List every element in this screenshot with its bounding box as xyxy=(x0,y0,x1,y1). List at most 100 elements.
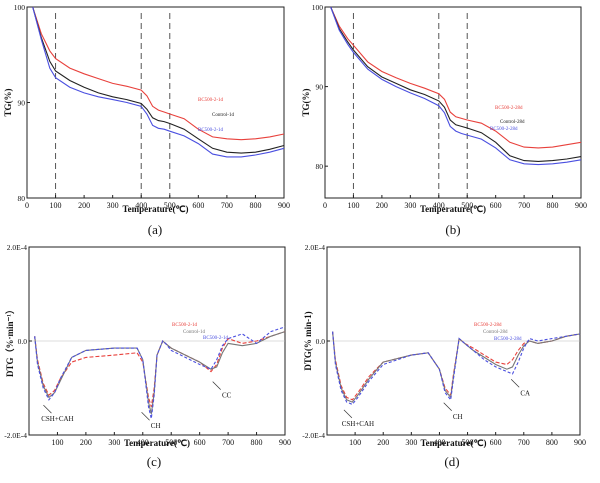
x-tick-label: 400 xyxy=(433,438,445,447)
y-tick-label: -2.0E-4 xyxy=(302,431,325,440)
x-tick-label: 800 xyxy=(547,201,559,210)
x-tick-label: 200 xyxy=(78,201,90,210)
x-tick-label: 700 xyxy=(222,438,234,447)
x-tick-label: 700 xyxy=(518,201,530,210)
legend-entry-2: Control-1d xyxy=(212,113,234,118)
legend-entry-1: BC500-2-28d xyxy=(495,106,523,111)
x-tick-label: 100 xyxy=(347,201,359,210)
chart-panel-b: 0 100 200 300 400 500 600 700 800 900 80 90 100 Tempe… xyxy=(301,3,587,237)
series-line-3 xyxy=(332,331,581,406)
series-line-1 xyxy=(332,331,581,401)
series-line-3 xyxy=(330,6,582,166)
y-axis-title: DTG（%·min⁻¹） xyxy=(5,305,15,377)
x-tick-label: 400 xyxy=(135,201,147,210)
y-tick-label: 80 xyxy=(316,162,324,171)
x-tick-label: 500 xyxy=(462,438,474,447)
x-tick-label: 300 xyxy=(107,201,119,210)
x-tick-label: 200 xyxy=(377,438,389,447)
legend-entry-2: Control-28d xyxy=(500,120,525,125)
annotation-arrow xyxy=(443,402,452,412)
panel-caption-c: (c) xyxy=(147,454,161,469)
y-tick-label: 100 xyxy=(14,3,26,12)
annotation-arrow xyxy=(510,379,520,388)
x-tick-label: 100 xyxy=(349,438,361,447)
x-tick-label: 500 xyxy=(461,201,473,210)
x-tick-label: 500 xyxy=(165,438,177,447)
y-tick-label: 90 xyxy=(18,99,26,108)
plot-frame xyxy=(324,6,582,199)
x-tick-label: 700 xyxy=(221,201,233,210)
legend-entry-3: BC500-2-1d xyxy=(203,336,229,341)
series-line-1 xyxy=(330,6,582,149)
series-line-3 xyxy=(34,326,286,419)
x-tick-label: 900 xyxy=(575,201,587,210)
x-tick-label: 800 xyxy=(546,438,558,447)
chart-panel-d: 100 200 300 400 500 600 700 800 900 -2.0E-4 0.0 2.0… xyxy=(302,243,586,469)
x-tick-label: 900 xyxy=(574,438,586,447)
x-tick-label: 800 xyxy=(251,438,263,447)
panel-caption-b: (b) xyxy=(445,222,460,237)
panel-caption-a: (a) xyxy=(148,222,162,237)
chart-panel-a: 0 100 200 300 400 500 600 700 800 900 80 90 100 Tempe… xyxy=(3,3,290,237)
x-tick-label: 100 xyxy=(51,438,63,447)
series-line-1 xyxy=(32,6,285,141)
legend-entry-2: Control-28d xyxy=(483,330,508,335)
legend-entry-3: BC500-2-1d xyxy=(198,128,224,133)
series-line-3 xyxy=(32,6,285,158)
x-tick-label: 300 xyxy=(108,438,120,447)
x-tick-label: 200 xyxy=(80,438,92,447)
y-tick-label: 0.0 xyxy=(316,337,326,346)
series-line-2 xyxy=(330,6,582,162)
y-tick-label: -2.0E-4 xyxy=(4,431,27,440)
legend-entry-1: BC500-2-1d xyxy=(172,323,198,328)
x-tick-label: 800 xyxy=(249,201,261,210)
peak-annotation-2: CH xyxy=(453,413,463,421)
x-axis-title: Temperature(℃) xyxy=(124,438,190,448)
x-tick-label: 900 xyxy=(278,201,290,210)
x-tick-label: 600 xyxy=(490,438,502,447)
y-tick-label: 100 xyxy=(312,3,324,12)
x-tick-label: 600 xyxy=(490,201,502,210)
legend-entry-3: BC500-2-28d xyxy=(490,127,518,132)
plot-frame xyxy=(26,6,285,199)
legend-entry-1: BC500-2-28d xyxy=(474,323,502,328)
legend-entry-3: BC500-2-28d xyxy=(494,337,522,342)
x-tick-label: 700 xyxy=(518,438,530,447)
chart-panel-c: 100 200 300 400 500 600 700 800 900 -2.0E-4 0.0 2.0… xyxy=(4,243,291,469)
x-tick-label: 900 xyxy=(279,438,291,447)
x-tick-label: 100 xyxy=(50,201,62,210)
x-tick-label: 600 xyxy=(192,201,204,210)
annotation-arrow xyxy=(141,411,150,421)
series-line-2 xyxy=(34,331,286,415)
x-tick-label: 600 xyxy=(194,438,206,447)
x-tick-label: 300 xyxy=(405,438,417,447)
panel-caption-d: (d) xyxy=(444,454,459,469)
x-tick-label: 500 xyxy=(164,201,176,210)
annotation-arrow xyxy=(343,409,353,419)
x-tick-label: 400 xyxy=(137,438,149,447)
y-tick-label: 2.0E-4 xyxy=(305,243,325,252)
peak-annotation-2: CH xyxy=(151,422,161,430)
x-tick-label: 0 xyxy=(25,201,29,210)
peak-annotation-3: CC xyxy=(222,392,232,400)
y-axis-title: TG(%) xyxy=(3,88,13,116)
x-tick-label: 300 xyxy=(404,201,416,210)
series-line-2 xyxy=(332,331,581,403)
legend-entry-2: Control-1d xyxy=(183,330,205,335)
legend-entry-1: BC500-2-1d xyxy=(198,98,224,103)
y-axis-title: DTG(% min-1) xyxy=(303,311,313,370)
y-tick-label: 2.0E-4 xyxy=(7,243,27,252)
peak-annotation-3: CA xyxy=(520,389,530,397)
x-axis-title: Temperature(℃) xyxy=(420,204,486,214)
y-tick-label: 80 xyxy=(18,194,26,203)
annotation-arrow xyxy=(43,404,52,414)
x-tick-label: 200 xyxy=(376,201,388,210)
series-line-2 xyxy=(32,6,285,154)
y-tick-label: 90 xyxy=(316,83,324,92)
x-tick-label: 0 xyxy=(323,201,327,210)
peak-annotation-1: CSH+CAH xyxy=(342,420,374,428)
series-line-1 xyxy=(34,331,286,407)
peak-annotation-1: CSH+CAH xyxy=(41,415,73,423)
x-axis-title: Temperature(℃) xyxy=(420,438,486,448)
